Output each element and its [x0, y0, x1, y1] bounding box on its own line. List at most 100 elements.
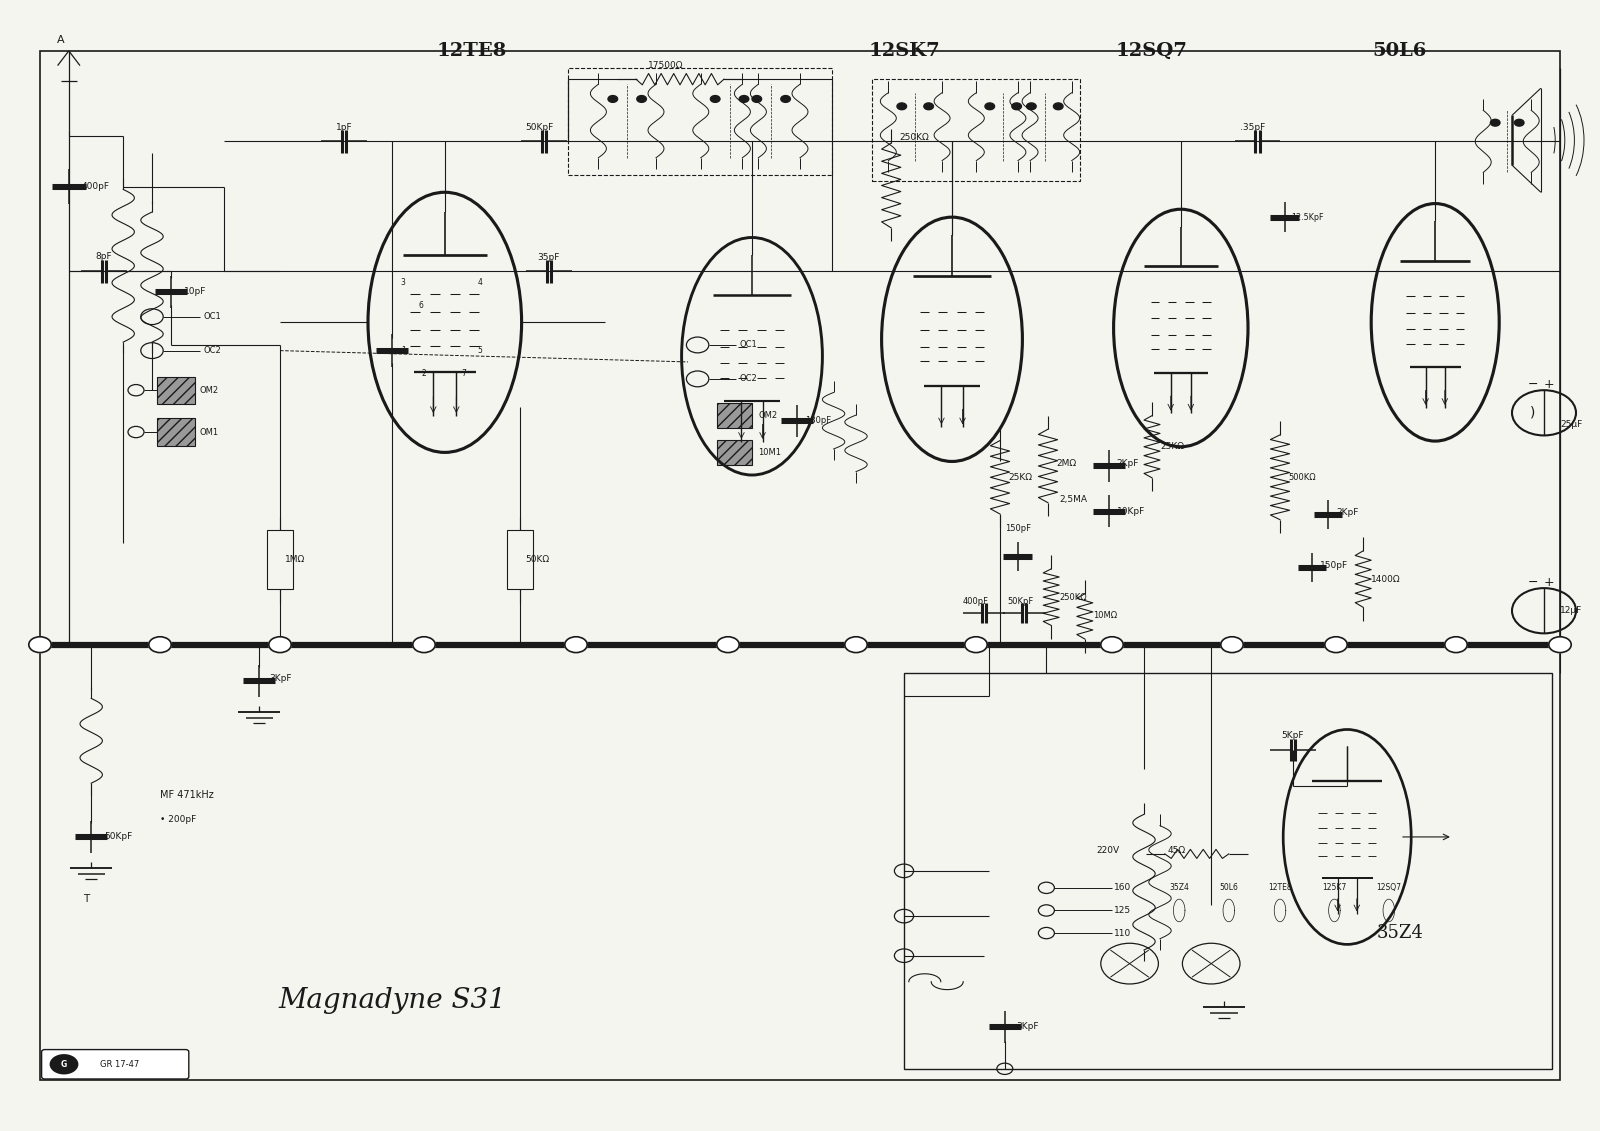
Circle shape	[898, 103, 907, 110]
Text: 1MΩ: 1MΩ	[285, 555, 306, 564]
Text: 3: 3	[400, 278, 406, 287]
Text: OC1: OC1	[739, 340, 757, 349]
Text: GR 17-47: GR 17-47	[101, 1060, 139, 1069]
Text: Magnadyne S31: Magnadyne S31	[278, 987, 506, 1015]
Text: 250KΩ: 250KΩ	[899, 133, 930, 143]
Text: ): )	[1530, 406, 1536, 420]
Text: 10KpF: 10KpF	[1117, 507, 1146, 516]
Circle shape	[637, 96, 646, 103]
Text: 35Z4: 35Z4	[1170, 883, 1189, 892]
Text: 3KpF: 3KpF	[1016, 1022, 1038, 1031]
Bar	[157, 377, 195, 404]
Text: 250KΩ: 250KΩ	[1059, 593, 1086, 602]
Text: 110: 110	[1114, 929, 1131, 938]
Text: +: +	[1544, 378, 1555, 391]
Text: 180pF: 180pF	[805, 416, 830, 425]
Circle shape	[269, 637, 291, 653]
Text: 125K7: 125K7	[1322, 883, 1347, 892]
Text: OM1: OM1	[200, 428, 219, 437]
Text: 2KpF: 2KpF	[1117, 459, 1139, 468]
Text: 25KΩ: 25KΩ	[1160, 442, 1184, 451]
Text: 12TE8: 12TE8	[1269, 883, 1291, 892]
Circle shape	[1221, 637, 1243, 653]
Bar	[872, 79, 1080, 181]
Text: 50L6: 50L6	[1373, 42, 1427, 60]
Text: 35pF: 35pF	[538, 253, 560, 262]
Text: A: A	[58, 35, 64, 44]
Circle shape	[1101, 637, 1123, 653]
Text: 4: 4	[477, 278, 483, 287]
Text: 50L6: 50L6	[1219, 883, 1238, 892]
Text: 220V: 220V	[1096, 846, 1118, 855]
Bar	[568, 68, 832, 175]
Bar	[717, 440, 752, 465]
Text: 2,5MA: 2,5MA	[1059, 495, 1088, 504]
Text: 125: 125	[1114, 906, 1131, 915]
Bar	[267, 530, 293, 589]
Text: 12μF: 12μF	[1560, 606, 1582, 615]
Text: 12SQ7: 12SQ7	[1117, 42, 1187, 60]
FancyBboxPatch shape	[42, 1050, 189, 1079]
Circle shape	[413, 637, 435, 653]
Text: 1pF: 1pF	[336, 123, 352, 132]
Text: • 200pF: • 200pF	[160, 815, 197, 824]
Circle shape	[739, 96, 749, 103]
Text: MF 471kHz: MF 471kHz	[160, 791, 214, 800]
Text: 25KΩ: 25KΩ	[1008, 473, 1032, 482]
Text: 50KpF: 50KpF	[525, 123, 554, 132]
Text: 500KΩ: 500KΩ	[1288, 473, 1315, 482]
Circle shape	[1514, 120, 1523, 127]
Bar	[904, 673, 1552, 1069]
Circle shape	[1491, 120, 1501, 127]
Text: −: −	[1528, 378, 1539, 391]
Text: 12.5KpF: 12.5KpF	[1291, 213, 1323, 222]
Circle shape	[50, 1054, 78, 1074]
Circle shape	[986, 103, 995, 110]
Circle shape	[29, 637, 51, 653]
Text: OM2: OM2	[758, 411, 778, 420]
Bar	[507, 530, 533, 589]
Text: 12TE8: 12TE8	[437, 42, 507, 60]
Circle shape	[608, 96, 618, 103]
Text: OM2: OM2	[200, 386, 219, 395]
Text: 7: 7	[461, 369, 467, 378]
Circle shape	[845, 637, 867, 653]
Text: 17500Ω: 17500Ω	[648, 61, 683, 70]
Text: 25μF: 25μF	[1560, 420, 1582, 429]
Circle shape	[752, 96, 762, 103]
Text: 2KpF: 2KpF	[1336, 508, 1358, 517]
Circle shape	[1027, 103, 1037, 110]
Text: 2: 2	[422, 369, 426, 378]
Circle shape	[149, 637, 171, 653]
Text: 5: 5	[477, 346, 483, 355]
Text: 10M1: 10M1	[758, 448, 781, 457]
Circle shape	[717, 637, 739, 653]
Text: 12SK7: 12SK7	[869, 42, 939, 60]
Text: 8pF: 8pF	[96, 252, 112, 261]
Circle shape	[923, 103, 933, 110]
Text: 50KpF: 50KpF	[1008, 597, 1034, 606]
Text: 400pF: 400pF	[963, 597, 989, 606]
Circle shape	[781, 96, 790, 103]
Text: −: −	[1528, 576, 1539, 589]
Text: .35pF: .35pF	[1240, 123, 1266, 132]
Circle shape	[565, 637, 587, 653]
Text: +: +	[1544, 576, 1555, 589]
Text: OC2: OC2	[739, 374, 757, 383]
Text: 10pF: 10pF	[184, 287, 206, 296]
Text: 150pF: 150pF	[1005, 524, 1030, 533]
Text: 5KpF: 5KpF	[1282, 731, 1304, 740]
Text: 150pF: 150pF	[1320, 561, 1349, 570]
Text: 50KpF: 50KpF	[104, 832, 133, 841]
Circle shape	[1325, 637, 1347, 653]
Text: 12SQ7: 12SQ7	[1376, 883, 1402, 892]
Text: 6: 6	[418, 301, 424, 310]
Text: 35Z4: 35Z4	[1376, 924, 1424, 942]
Circle shape	[1549, 637, 1571, 653]
Text: 45Ω: 45Ω	[1168, 846, 1186, 855]
Circle shape	[1011, 103, 1021, 110]
Text: 1: 1	[402, 346, 405, 355]
Text: G: G	[61, 1060, 67, 1069]
Text: T: T	[83, 895, 90, 904]
Text: 1400Ω: 1400Ω	[1371, 575, 1402, 584]
